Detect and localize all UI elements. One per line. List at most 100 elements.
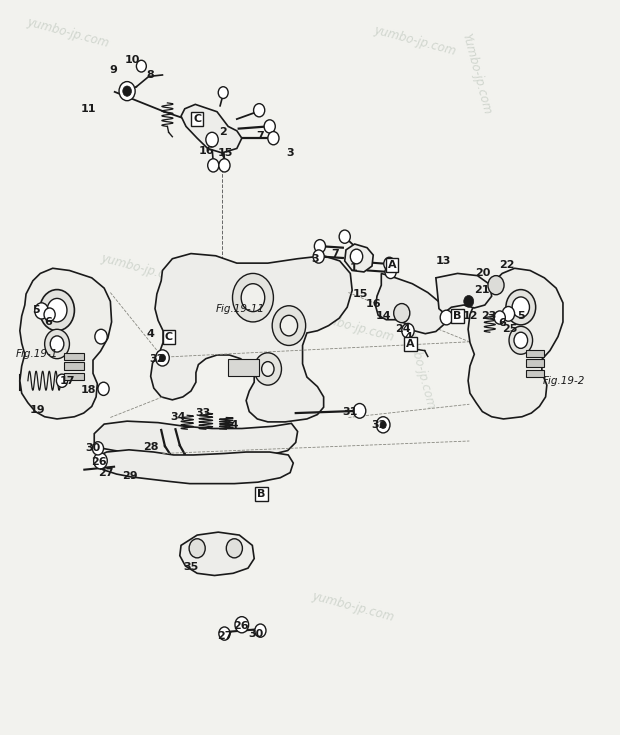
Text: 10: 10 (125, 55, 140, 65)
Text: 26: 26 (91, 456, 107, 467)
Text: 3: 3 (286, 148, 294, 158)
Text: 19: 19 (29, 405, 45, 415)
Text: 12: 12 (462, 311, 477, 321)
Text: Fig.19-1: Fig.19-1 (16, 349, 58, 359)
Text: 20: 20 (475, 268, 490, 279)
Text: 5: 5 (517, 311, 525, 321)
Text: C: C (164, 331, 173, 342)
Circle shape (219, 627, 230, 640)
Text: 17: 17 (59, 376, 74, 386)
Text: Fig.19-2: Fig.19-2 (542, 376, 585, 386)
Text: 30: 30 (248, 628, 263, 639)
Text: yumbo-jp.com: yumbo-jp.com (99, 251, 184, 285)
Circle shape (512, 297, 529, 318)
Circle shape (45, 329, 69, 359)
Circle shape (156, 350, 169, 366)
Circle shape (235, 617, 249, 633)
Circle shape (440, 310, 453, 325)
Text: A: A (388, 259, 396, 270)
Bar (526, 359, 544, 367)
Polygon shape (345, 244, 373, 272)
Text: 29: 29 (122, 471, 138, 481)
Polygon shape (95, 450, 293, 484)
Text: yumbo-jp.com: yumbo-jp.com (25, 16, 110, 50)
Circle shape (226, 539, 242, 558)
Text: 8: 8 (146, 70, 154, 80)
Text: 2: 2 (219, 127, 227, 137)
Circle shape (339, 230, 350, 243)
Text: 9: 9 (109, 65, 117, 75)
Circle shape (206, 132, 218, 147)
Text: 6: 6 (498, 318, 506, 329)
Circle shape (394, 304, 410, 323)
Text: 32: 32 (149, 354, 164, 364)
Circle shape (56, 374, 68, 387)
Circle shape (218, 87, 228, 98)
Text: Yumbo-jp.com: Yumbo-jp.com (459, 32, 493, 115)
Circle shape (264, 120, 275, 133)
Circle shape (376, 417, 390, 433)
Circle shape (35, 303, 48, 319)
Text: C: C (193, 114, 202, 124)
Text: 4: 4 (147, 329, 154, 340)
Text: B: B (257, 489, 266, 499)
Circle shape (44, 308, 55, 321)
Text: yumbo-jp.com: yumbo-jp.com (310, 310, 395, 344)
Text: 32: 32 (372, 420, 387, 430)
Circle shape (514, 332, 528, 348)
Text: 21: 21 (475, 285, 490, 295)
Circle shape (241, 284, 265, 312)
Circle shape (402, 323, 414, 338)
Bar (228, 359, 259, 376)
Circle shape (272, 306, 306, 345)
Text: 28: 28 (143, 442, 159, 452)
Text: B: B (453, 311, 462, 321)
Text: 7: 7 (331, 248, 339, 259)
Circle shape (232, 273, 273, 322)
Text: 23: 23 (481, 311, 496, 321)
Text: 35: 35 (184, 562, 198, 573)
Bar (526, 350, 544, 357)
Circle shape (350, 249, 363, 264)
Polygon shape (468, 268, 563, 419)
Bar (64, 353, 84, 360)
Polygon shape (181, 104, 242, 153)
Circle shape (254, 104, 265, 117)
Text: yumbo-jp.com: yumbo-jp.com (403, 325, 438, 410)
Text: 34: 34 (170, 412, 186, 423)
Text: 18: 18 (81, 384, 97, 395)
Polygon shape (94, 421, 298, 460)
Text: 26: 26 (232, 621, 249, 631)
Text: 15: 15 (218, 148, 232, 158)
Circle shape (219, 159, 230, 172)
Text: 4: 4 (404, 331, 412, 342)
Circle shape (50, 336, 64, 352)
Text: 24: 24 (395, 324, 411, 334)
Circle shape (280, 315, 298, 336)
Circle shape (94, 453, 107, 469)
Circle shape (494, 311, 505, 324)
Text: 6: 6 (45, 317, 52, 327)
Circle shape (255, 624, 266, 637)
Text: 31: 31 (343, 406, 358, 417)
Text: 27: 27 (98, 468, 113, 478)
Text: 33: 33 (196, 408, 211, 418)
Text: Fig.19-11: Fig.19-11 (216, 304, 265, 314)
Text: yumbo-jp.com: yumbo-jp.com (372, 24, 457, 57)
Text: 14: 14 (375, 311, 391, 321)
Text: 34: 34 (223, 420, 238, 430)
Circle shape (509, 326, 533, 354)
Circle shape (123, 86, 131, 96)
Text: 15: 15 (353, 289, 368, 299)
Circle shape (314, 240, 326, 253)
Circle shape (208, 159, 219, 172)
Circle shape (268, 132, 279, 145)
Bar (526, 370, 544, 377)
Bar (64, 373, 84, 380)
Text: yumbo-jp.com: yumbo-jp.com (310, 589, 395, 623)
Circle shape (47, 298, 67, 322)
Text: A: A (406, 339, 415, 349)
Text: 11: 11 (81, 104, 97, 114)
Polygon shape (180, 532, 254, 576)
Circle shape (40, 290, 74, 331)
